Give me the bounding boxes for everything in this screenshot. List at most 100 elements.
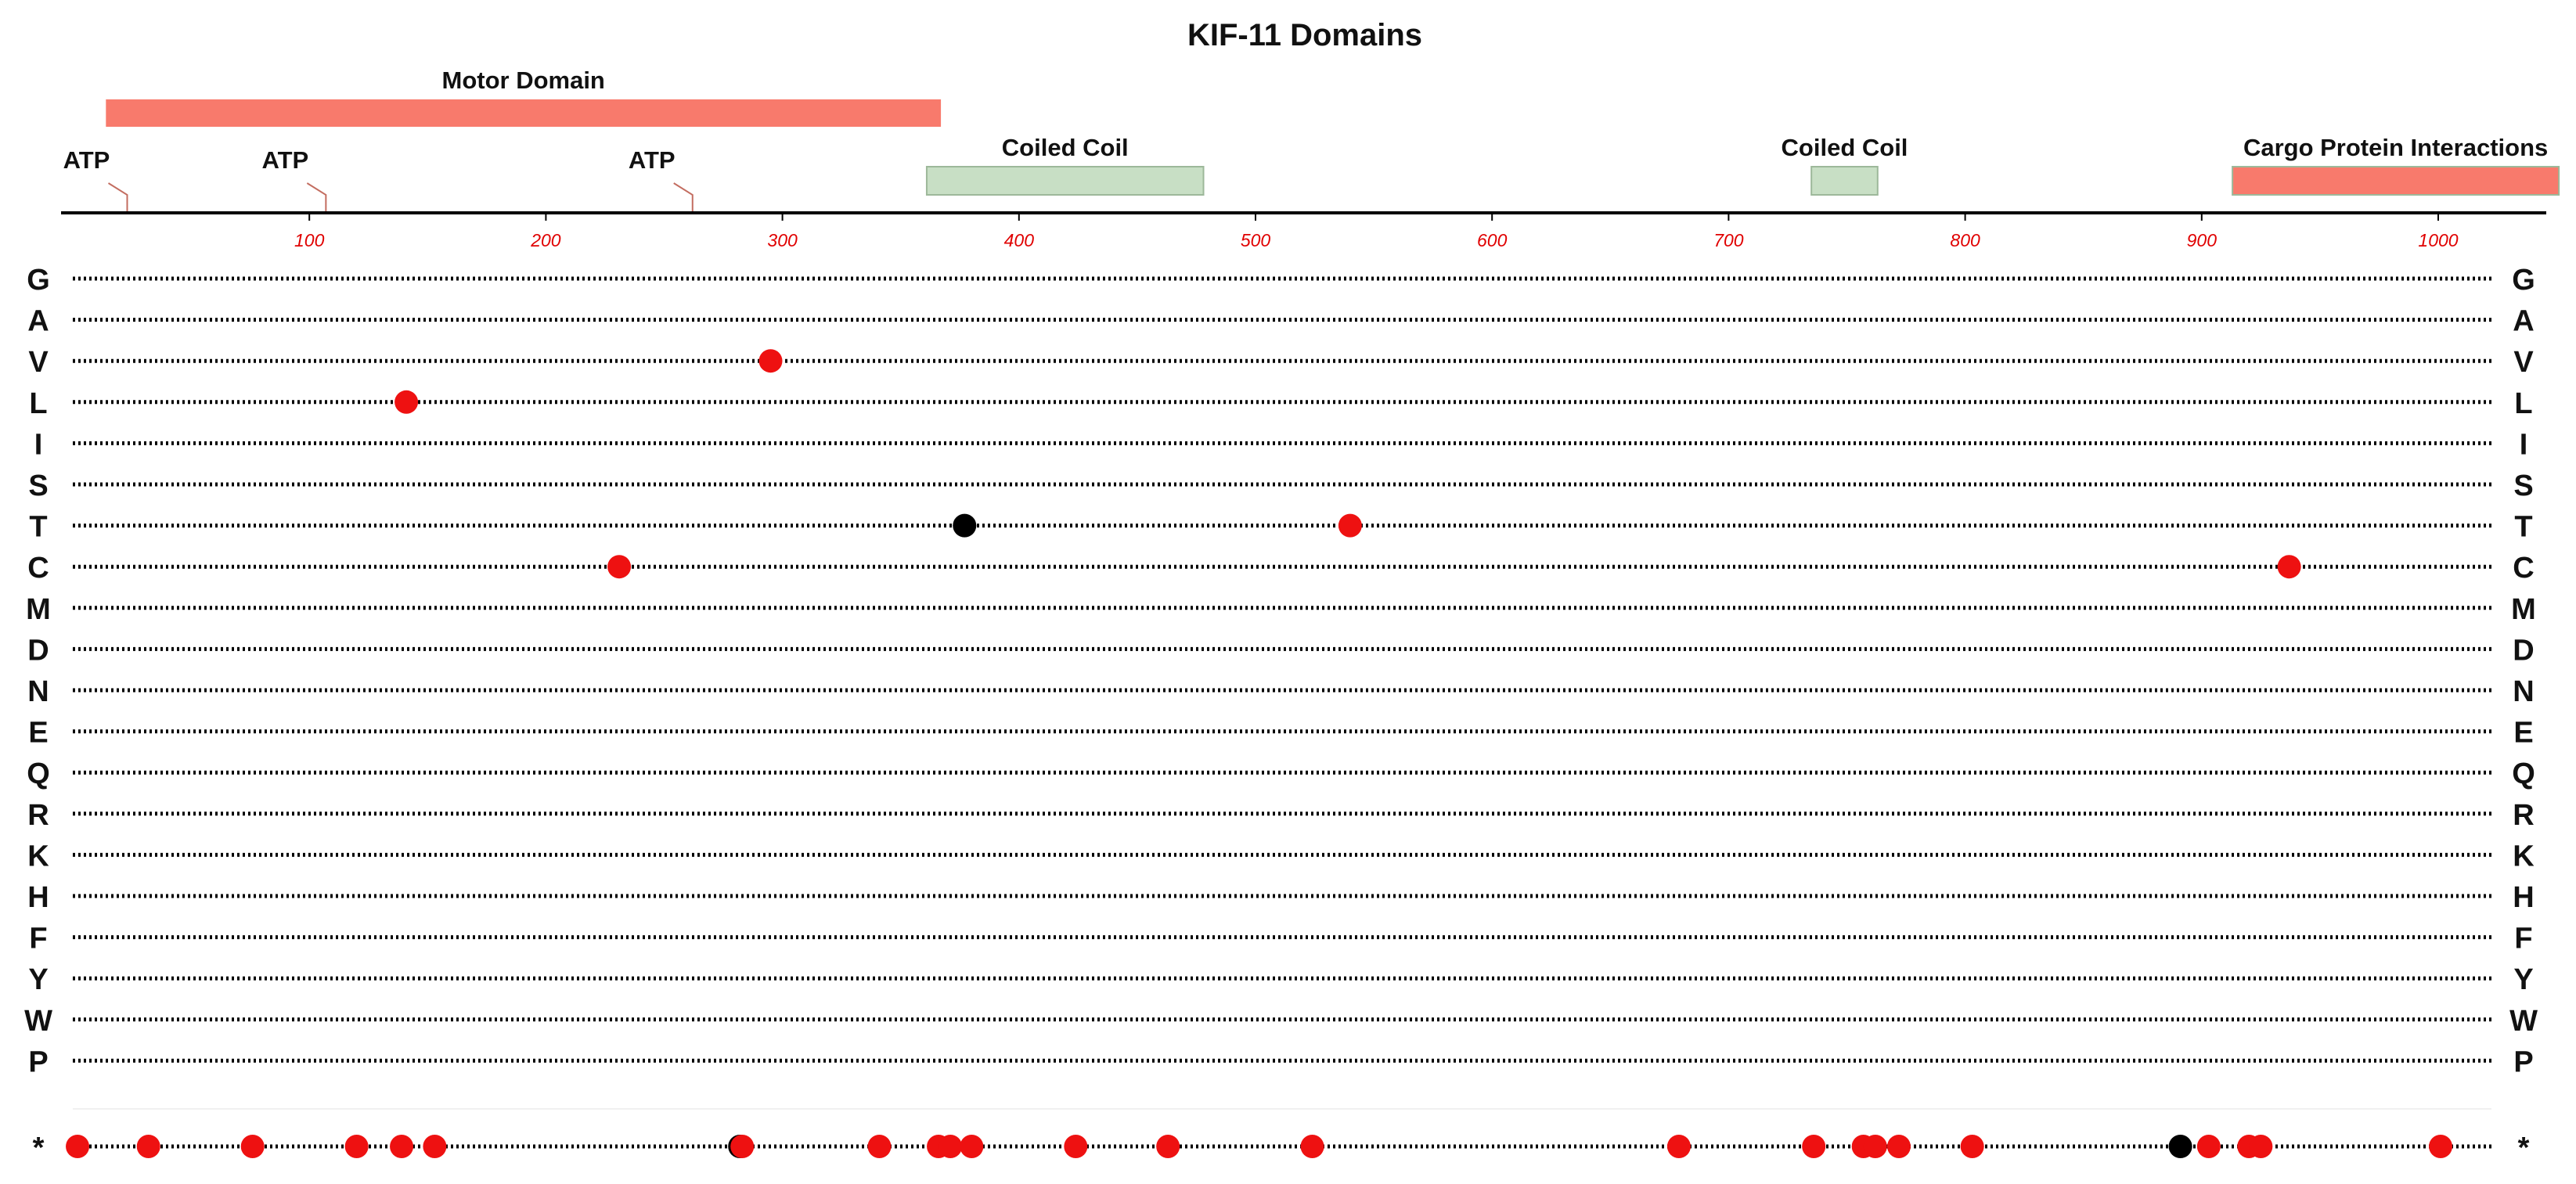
mutation-point (867, 1135, 892, 1158)
mutation-point (1863, 1135, 1887, 1158)
row-label-right: C (2513, 552, 2534, 585)
domain-box (1810, 166, 1879, 196)
mutation-point (395, 390, 419, 414)
mutation-point (2429, 1135, 2453, 1158)
tick-label: 700 (1713, 230, 1744, 250)
tick-label: 500 (1241, 230, 1271, 250)
row-label-left: V (28, 346, 49, 379)
mutation-point (390, 1135, 414, 1158)
tick-label: 200 (530, 230, 561, 250)
mutation-point (344, 1135, 369, 1158)
tick-label: 900 (2187, 230, 2218, 250)
row-label-left: * (33, 1132, 45, 1164)
row-label-left: E (28, 717, 48, 750)
mutation-point (607, 555, 632, 579)
mutation-point (960, 1135, 984, 1158)
mutation-points (66, 349, 2453, 1158)
tick-label: 100 (294, 230, 325, 250)
mutation-point (66, 1135, 90, 1158)
row-label-right: L (2514, 387, 2532, 420)
row-label-right: V (2513, 346, 2534, 379)
mutation-point (1802, 1135, 1826, 1158)
row-label-right: W (2509, 1005, 2538, 1038)
row-label-right: K (2513, 840, 2535, 873)
mutation-point (2277, 555, 2301, 579)
mutation-point (1300, 1135, 1324, 1158)
mutation-point (939, 1135, 963, 1158)
tick-label: 1000 (2418, 230, 2458, 250)
row-label-left: I (34, 428, 43, 461)
site-marker (673, 182, 694, 213)
domain-box (925, 166, 1205, 196)
row-label-right: I (2520, 428, 2528, 461)
mutation-point (1064, 1135, 1088, 1158)
row-label-left: A (27, 305, 49, 338)
tick-label: 400 (1004, 230, 1035, 250)
site-label: ATP (629, 146, 676, 174)
row-label-right: F (2514, 923, 2532, 955)
domain-label: Motor Domain (442, 67, 605, 94)
row-label-right: T (2514, 511, 2532, 544)
site-label: ATP (63, 146, 110, 174)
mutation-point (1666, 1135, 1691, 1158)
site-label: ATP (262, 146, 309, 174)
mutation-point (2168, 1135, 2192, 1158)
row-label-left: Q (27, 758, 50, 790)
row-label-left: F (29, 923, 47, 955)
row-label-right: M (2511, 593, 2536, 626)
position-axis: 100 200 300 400 500 600 700 800 900 1000 (61, 211, 2546, 250)
row-label-right: H (2513, 881, 2534, 914)
row-label-right: G (2512, 264, 2535, 297)
row-label-left: G (27, 264, 50, 297)
domain-label: Coiled Coil (1002, 134, 1129, 161)
row-label-left: N (27, 675, 49, 708)
row-label-left: Y (28, 963, 48, 996)
row-label-left: H (27, 881, 49, 914)
mutation-point (1156, 1135, 1180, 1158)
mutation-point (1886, 1135, 1911, 1158)
domain-label: Coiled Coil (1782, 134, 1908, 161)
row-label-right: * (2518, 1132, 2530, 1164)
row-label-right: Y (2513, 963, 2533, 996)
mutation-point (1338, 513, 1362, 538)
row-label-right: D (2513, 634, 2534, 667)
domain-track: Motor Domain Coiled Coil Coiled Coil Cargo … (63, 67, 2560, 213)
mutation-point (953, 513, 977, 538)
site-marker (306, 182, 327, 213)
domain-box (2232, 166, 2560, 196)
mutation-point (730, 1135, 755, 1158)
site-marker (107, 182, 128, 213)
row-label-right: N (2513, 675, 2534, 708)
chart-title: KIF-11 Domains (1187, 18, 1422, 52)
row-label-right: P (2513, 1045, 2533, 1078)
mutation-point (240, 1135, 265, 1158)
row-label-left: W (24, 1005, 52, 1038)
row-label-left: C (27, 552, 49, 585)
tick-label: 300 (767, 230, 798, 250)
row-label-right: A (2513, 305, 2534, 338)
mutation-point (423, 1135, 447, 1158)
row-label-left: T (29, 511, 47, 544)
row-label-left: M (26, 593, 51, 626)
mutation-point (136, 1135, 160, 1158)
mutation-point (2249, 1135, 2273, 1158)
row-label-left: K (27, 840, 49, 873)
row-label-left: P (28, 1045, 48, 1078)
mutation-point (2196, 1135, 2221, 1158)
row-label-left: R (27, 799, 49, 832)
domain-label: Cargo Protein Interactions (2243, 134, 2548, 161)
domain-box (106, 99, 942, 127)
row-label-right: E (2513, 717, 2533, 750)
residue-rows: G GA AV VL LI IS ST TC CM MD DN NE EQ QR RK KH HF FY YW WP P… (24, 264, 2538, 1164)
row-label-right: R (2513, 799, 2534, 832)
row-label-right: Q (2512, 758, 2535, 790)
row-label-left: S (28, 470, 48, 502)
tick-label: 600 (1477, 230, 1508, 250)
tick-label: 800 (1950, 230, 1980, 250)
row-label-left: L (29, 387, 47, 420)
row-label-left: D (27, 634, 49, 667)
row-label-right: S (2513, 470, 2533, 502)
mutation-point (758, 349, 783, 373)
mutation-point (1960, 1135, 1984, 1158)
